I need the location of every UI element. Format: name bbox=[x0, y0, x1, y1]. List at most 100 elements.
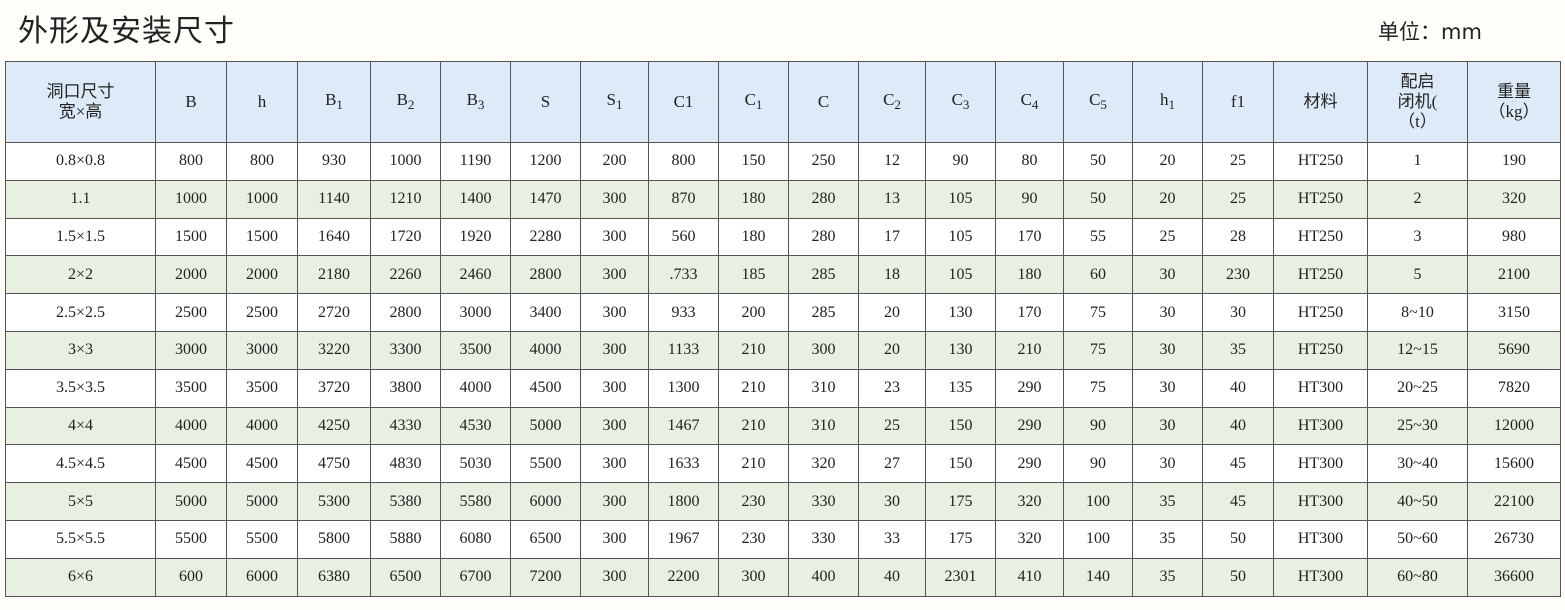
table-cell: 300 bbox=[718, 557, 789, 597]
table-cell: 1967 bbox=[648, 519, 719, 559]
table-cell: 230 bbox=[718, 482, 789, 521]
table-cell: 4750 bbox=[297, 444, 371, 484]
table-cell: HT250 bbox=[1273, 293, 1368, 332]
table-cell: 3500 bbox=[440, 330, 511, 370]
table-cell: 930 bbox=[297, 142, 371, 181]
header-label: S bbox=[606, 89, 616, 109]
table-cell: HT300 bbox=[1273, 482, 1368, 521]
table-cell: 320 bbox=[788, 444, 859, 484]
table-cell: 320 bbox=[995, 519, 1064, 559]
table-cell: 5800 bbox=[297, 519, 371, 559]
table-cell: 140 bbox=[1063, 557, 1133, 597]
table-cell: 300 bbox=[580, 444, 649, 484]
table-cell: HT250 bbox=[1273, 217, 1368, 257]
header-label: C bbox=[1089, 89, 1101, 109]
column-header: B3 bbox=[440, 61, 511, 143]
table-cell: 1200 bbox=[510, 142, 581, 181]
table-cell: 27 bbox=[858, 444, 926, 484]
table-cell: 30 bbox=[1202, 293, 1274, 332]
table-cell: 50 bbox=[1063, 142, 1133, 181]
column-header: h1 bbox=[1132, 61, 1203, 143]
table-cell: 26730 bbox=[1467, 519, 1561, 559]
table-cell: 300 bbox=[580, 557, 649, 597]
table-cell: HT250 bbox=[1273, 179, 1368, 219]
table-cell: 55 bbox=[1063, 217, 1133, 257]
table-cell: 4250 bbox=[297, 406, 371, 446]
table-cell: 300 bbox=[580, 179, 649, 219]
table-cell: 150 bbox=[718, 142, 789, 181]
table-cell: 4.5×4.5 bbox=[5, 444, 156, 484]
table-cell: 5.5×5.5 bbox=[5, 519, 156, 559]
header-subscript: 2 bbox=[894, 96, 901, 112]
table-row: 4×4 4000 4000 4250 4330 4530 5000 300 1467 210 310… bbox=[5, 406, 1561, 446]
table-cell: 4830 bbox=[370, 444, 441, 484]
table-row: 2×2 2000 2000 2180 2260 2460 2800 300.733 185 285… bbox=[5, 255, 1561, 295]
table-cell: 15600 bbox=[1467, 444, 1561, 484]
table-cell: 210 bbox=[995, 330, 1064, 370]
table-cell: 5500 bbox=[226, 519, 298, 559]
table-cell: 2720 bbox=[297, 293, 371, 332]
table-row: 5×5 5000 5000 5300 5380 5580 6000 300 1800 230 330… bbox=[5, 482, 1561, 521]
table-cell: 36600 bbox=[1467, 557, 1561, 597]
table-cell: 6700 bbox=[440, 557, 511, 597]
header-subscript: 4 bbox=[1031, 96, 1039, 112]
table-cell: 310 bbox=[788, 406, 859, 446]
table-cell: 90 bbox=[925, 142, 996, 181]
table-cell: 4×4 bbox=[5, 406, 156, 446]
page-title: 外形及安装尺寸 bbox=[18, 14, 235, 49]
table-cell: 1400 bbox=[440, 179, 511, 219]
column-header: B bbox=[155, 61, 227, 143]
table-cell: 3800 bbox=[370, 368, 441, 408]
table-cell: 7200 bbox=[510, 557, 581, 597]
table-cell: 25 bbox=[858, 406, 926, 446]
table-cell: 3000 bbox=[155, 330, 227, 370]
table-cell: 2280 bbox=[510, 217, 581, 257]
table-cell: HT250 bbox=[1273, 255, 1368, 295]
table-cell: 285 bbox=[788, 255, 859, 295]
column-header: C5 bbox=[1063, 61, 1133, 143]
table-cell: 300 bbox=[580, 368, 649, 408]
table-cell: 3500 bbox=[226, 368, 298, 408]
header-label: C bbox=[744, 89, 756, 109]
table-cell: 1210 bbox=[370, 179, 441, 219]
header-label: 材料 bbox=[1303, 92, 1338, 111]
column-header: C3 bbox=[925, 61, 996, 143]
table-cell: 20 bbox=[858, 293, 926, 332]
table-cell: 3000 bbox=[440, 293, 511, 332]
table-cell: 210 bbox=[718, 330, 789, 370]
table-cell: 1000 bbox=[370, 142, 441, 181]
table-cell: 185 bbox=[718, 255, 789, 295]
table-cell: 30 bbox=[1132, 444, 1203, 484]
table-cell: 45 bbox=[1202, 482, 1274, 521]
table-cell: 2460 bbox=[440, 255, 511, 295]
table-cell: 90 bbox=[1063, 444, 1133, 484]
table-cell: 5690 bbox=[1467, 330, 1561, 370]
header-subscript: 1 bbox=[336, 96, 343, 112]
table-cell: 800 bbox=[648, 142, 719, 181]
table-cell: 30 bbox=[1132, 293, 1203, 332]
table-cell: 300 bbox=[580, 519, 649, 559]
table-cell: 4000 bbox=[510, 330, 581, 370]
table-cell: 300 bbox=[788, 330, 859, 370]
table-cell: 35 bbox=[1132, 519, 1203, 559]
table-cell: 75 bbox=[1063, 368, 1133, 408]
table-cell: 2500 bbox=[226, 293, 298, 332]
table-cell: 30 bbox=[1132, 406, 1203, 446]
header-line: （kg） bbox=[1488, 102, 1540, 121]
table-cell: 1500 bbox=[155, 217, 227, 257]
table-cell: 80 bbox=[995, 142, 1064, 181]
table-cell: 310 bbox=[788, 368, 859, 408]
column-header: S1 bbox=[580, 61, 649, 143]
table-cell: 25~30 bbox=[1367, 406, 1468, 446]
table-cell: 75 bbox=[1063, 330, 1133, 370]
header-line: 配启 bbox=[1400, 72, 1435, 91]
table-cell: 210 bbox=[718, 444, 789, 484]
header-subscript: 1 bbox=[615, 96, 623, 112]
header-label: C1 bbox=[673, 92, 694, 111]
column-header: 材料 bbox=[1273, 61, 1368, 143]
table-cell: 300 bbox=[580, 482, 649, 521]
table-cell: 1720 bbox=[370, 217, 441, 257]
table-cell: 4000 bbox=[226, 406, 298, 446]
table-cell: 3 bbox=[1367, 217, 1468, 257]
